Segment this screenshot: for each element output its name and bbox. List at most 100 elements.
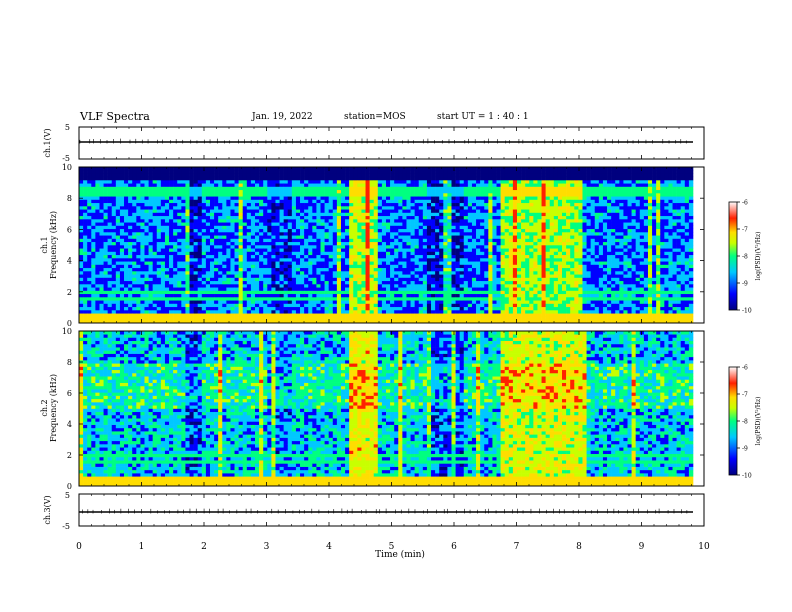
- spectrogram-cell: [414, 228, 420, 233]
- spectrogram-cell: [246, 254, 252, 259]
- spectrogram-cell: [173, 261, 178, 265]
- spectrogram-cell: [275, 209, 280, 213]
- spectrogram-cell: [218, 209, 223, 213]
- spectrogram-cell: [394, 228, 399, 233]
- spectrogram-cell: [492, 306, 497, 311]
- spectrogram-cell: [107, 293, 113, 298]
- spectrogram-cell: [357, 303, 362, 308]
- spectrogram-cell: [87, 248, 92, 252]
- spectrogram-cell: [255, 280, 260, 285]
- spectrogram-cell: [398, 251, 403, 256]
- spectrogram-cell: [328, 173, 334, 178]
- spectrogram-cell: [83, 235, 88, 239]
- spectrogram-cell: [365, 235, 370, 239]
- spectrogram-cell: [496, 300, 501, 304]
- spectrogram-cell: [259, 180, 264, 184]
- spectrogram-cell: [238, 206, 244, 210]
- spectrogram-cell: [484, 264, 489, 269]
- spectrogram-cell: [418, 170, 424, 174]
- spectrogram-cell: [386, 293, 391, 298]
- spectrogram-cell: [406, 241, 411, 246]
- spectrogram-cell: [218, 284, 223, 288]
- spectrogram-cell: [451, 215, 456, 220]
- spectrogram-cell: [185, 267, 190, 272]
- spectrogram-cell: [467, 267, 473, 272]
- spectrogram-cell: [144, 274, 149, 278]
- spectrogram-cell: [328, 274, 334, 278]
- spectrogram-cell: [455, 274, 460, 278]
- spectrogram-cell: [394, 310, 399, 314]
- spectrogram-cell: [324, 170, 329, 174]
- spectrogram-cell: [336, 306, 342, 311]
- spectrogram-cell: [295, 215, 301, 220]
- spectrogram-cell: [390, 232, 395, 236]
- spectrogram-cell: [115, 271, 121, 275]
- spectrogram-cell: [250, 206, 256, 210]
- spectrogram-cell: [205, 170, 211, 174]
- spectrogram-cell: [214, 209, 219, 213]
- spectrogram-cell: [496, 219, 501, 223]
- spectrogram-cell: [107, 261, 113, 265]
- spectrogram-cell: [173, 189, 178, 194]
- spectrogram-cell: [230, 264, 235, 269]
- spectrogram-cell: [230, 167, 235, 171]
- spectrogram-cell: [218, 167, 223, 171]
- spectrogram-cell: [250, 241, 256, 246]
- spectrogram-cell: [107, 202, 113, 207]
- spectrogram-cell: [435, 199, 440, 204]
- spectrogram-cell: [132, 228, 137, 233]
- spectrogram-cell: [169, 303, 174, 308]
- spectrogram-cell: [300, 284, 305, 288]
- spectrogram-cell: [144, 189, 149, 194]
- spectrogram-cell: [234, 267, 239, 272]
- spectrogram-cell: [394, 290, 399, 295]
- spectrogram-cell: [414, 319, 420, 324]
- spectrogram-cell: [316, 313, 321, 317]
- spectrogram-cell: [181, 241, 186, 246]
- spectrogram-cell: [361, 222, 366, 226]
- spectrogram-cell: [160, 209, 166, 213]
- spectrogram-cell: [287, 199, 293, 204]
- spectrogram-cell: [426, 215, 432, 220]
- spectrogram-cell: [324, 261, 329, 265]
- spectrogram-cell: [115, 303, 121, 308]
- spectrogram-cell: [238, 267, 244, 272]
- spectrogram-cell: [124, 225, 129, 230]
- spectrogram-cell: [496, 271, 501, 275]
- spectrogram-cell: [140, 300, 145, 304]
- spectrogram-cell: [328, 176, 334, 181]
- spectrogram-cell: [336, 300, 342, 304]
- spectrogram-cell: [349, 264, 354, 269]
- spectrogram-cell: [267, 189, 272, 194]
- spectrogram-cell: [91, 277, 96, 282]
- spectrogram-cell: [349, 235, 354, 239]
- spectrogram-cell: [79, 167, 84, 171]
- spectrogram-cell: [234, 238, 239, 243]
- spectrogram-cell: [488, 300, 493, 304]
- spectrogram-cell: [144, 284, 149, 288]
- spectrogram-cell: [222, 225, 227, 230]
- spectrogram-cell: [169, 297, 174, 301]
- spectrogram-cell: [304, 245, 309, 249]
- spectrogram-cell: [316, 199, 321, 204]
- spectrogram-cell: [459, 310, 465, 314]
- spectrogram-cell: [336, 316, 342, 321]
- spectrogram-cell: [369, 193, 375, 197]
- spectrogram-cell: [451, 219, 456, 223]
- spectrogram-cell: [369, 297, 375, 301]
- spectrogram-cell: [426, 280, 432, 285]
- spectrogram-cell: [193, 225, 198, 230]
- spectrogram-cell: [336, 251, 342, 256]
- spectrogram-cell: [79, 173, 84, 178]
- spectrogram-cell: [492, 280, 497, 285]
- spectrogram-cell: [103, 215, 108, 220]
- spectrogram-cell: [169, 306, 174, 311]
- spectrogram-cell: [255, 183, 260, 187]
- spectrogram-cell: [476, 222, 481, 226]
- spectrogram-cell: [443, 176, 448, 181]
- spectrogram-cell: [406, 258, 411, 262]
- spectrogram-cell: [459, 316, 465, 321]
- spectrogram-cell: [238, 287, 244, 291]
- spectrogram-cell: [496, 228, 501, 233]
- spectrogram-cell: [332, 235, 338, 239]
